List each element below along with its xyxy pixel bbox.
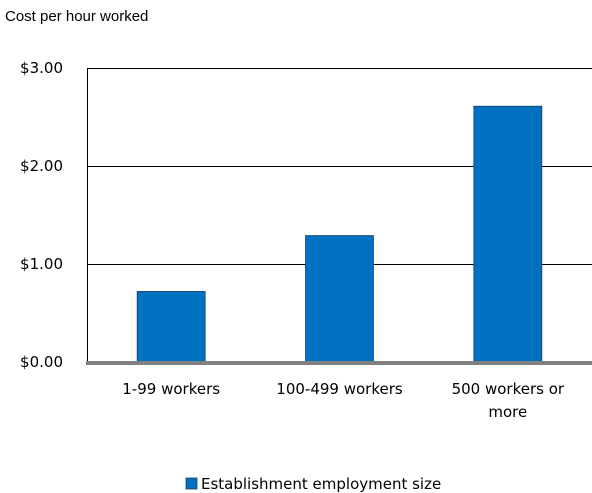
legend: Establishment employment size xyxy=(185,475,441,493)
x-axis-ticks: 1-99 workers 100-499 workers 500 workers o… xyxy=(122,380,565,421)
y-axis-ticks: $0.00 $1.00 $2.00 $3.00 xyxy=(20,59,63,371)
legend-label: Establishment employment size xyxy=(201,475,441,493)
x-tick-label: 100-499 workers xyxy=(276,380,403,398)
y-tick-label: $0.00 xyxy=(20,353,63,371)
legend-swatch xyxy=(185,477,198,490)
bar xyxy=(136,291,206,363)
y-tick-label: $2.00 xyxy=(20,157,63,175)
bar xyxy=(473,105,543,363)
bars xyxy=(86,105,592,365)
bar xyxy=(305,235,374,363)
x-tick-label: 1-99 workers xyxy=(122,380,220,398)
y-tick-label: $1.00 xyxy=(20,255,63,273)
y-axis-title: Cost per hour worked xyxy=(5,8,148,25)
x-tick-label: 500 workers or xyxy=(452,380,565,398)
x-tick-label: more xyxy=(488,403,527,421)
y-tick-label: $3.00 xyxy=(20,59,63,77)
